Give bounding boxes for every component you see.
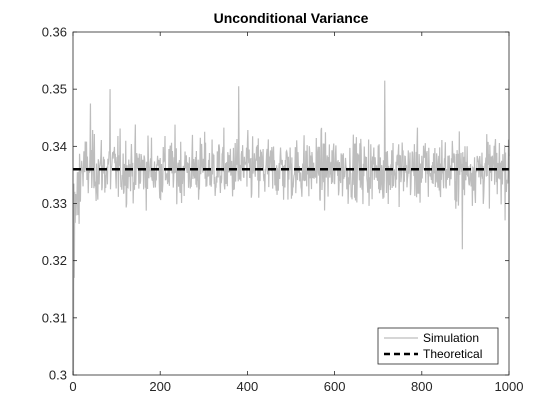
y-tick-label: 0.32	[42, 253, 67, 268]
x-axis: 0 200 400 600 800 1000	[69, 32, 523, 394]
legend-box	[377, 327, 499, 365]
y-axis: 0.3 0.31 0.32 0.33 0.34 0.35 0.36	[42, 25, 509, 383]
y-tick-label: 0.34	[42, 139, 67, 154]
series-simulation-line	[72, 80, 510, 376]
y-tick-label: 0.33	[42, 196, 67, 211]
plot-background	[73, 32, 509, 375]
y-tick-label: 0.35	[42, 82, 67, 97]
y-tick-label: 0.3	[49, 368, 67, 383]
x-tick-label: 0	[69, 379, 76, 394]
y-tick-label: 0.36	[42, 25, 67, 40]
x-tick-label: 1000	[495, 379, 524, 394]
legend: Simulation Theoretical	[377, 327, 499, 365]
y-tick-label: 0.31	[42, 310, 67, 325]
x-tick-label: 400	[237, 379, 259, 394]
x-tick-label: 800	[411, 379, 433, 394]
x-tick-label: 200	[149, 379, 171, 394]
chart-title: Unconditional Variance	[214, 10, 369, 26]
legend-label-simulation: Simulation	[423, 331, 479, 345]
x-tick-label: 600	[324, 379, 346, 394]
legend-label-theoretical: Theoretical	[423, 347, 482, 361]
plot-area	[72, 31, 510, 376]
